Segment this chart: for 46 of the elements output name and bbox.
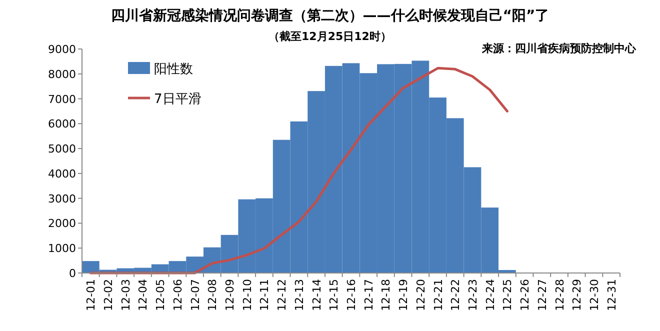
x-tick-label: 12-05 [154,279,168,311]
chart-subtitle: （截至12月25日12时） [268,30,392,43]
x-tick-label: 12-13 [292,279,306,311]
x-tick-label: 12-09 [224,279,237,311]
x-tick-label: 12-15 [328,279,341,311]
x-tick-label: 12-19 [397,279,410,311]
y-tick-label: 7000 [48,92,76,106]
x-tick-label: 12-03 [119,279,132,311]
x-tick-label: 12-01 [84,279,98,311]
y-tick-label: 0 [69,267,76,280]
x-tick-label: 12-12 [276,279,289,311]
x-tick-label: 12-02 [102,279,116,311]
y-tick-label: 1000 [48,242,76,256]
x-tick-label: 12-23 [466,279,480,311]
annotation: 来源：四川省疾病预防控制中心 [481,42,637,55]
y-tick-label: 8000 [48,68,76,81]
x-tick-label: 12-31 [605,279,618,311]
x-tick-label: 12-06 [171,279,184,311]
x-tick-label: 12-21 [432,279,445,311]
y-tick-label: 4000 [48,167,76,180]
x-tick-label: 12-26 [518,279,532,311]
x-tick-label: 12-10 [240,279,254,311]
legend-label: 7日平滑 [154,92,202,107]
x-tick-label: 12-14 [310,279,324,311]
x-tick-label: 12-29 [570,279,584,311]
x-tick-label: 12-25 [501,279,514,311]
x-tick-label: 12-28 [553,279,566,311]
x-tick-label: 12-04 [136,279,150,311]
chart-title: 四川省新冠感染情况问卷调查（第二次）——什么时候发现自己“阳”了 [110,7,550,24]
legend-label: 阳性数 [154,62,193,77]
x-tick-label: 12-27 [536,279,549,311]
y-tick-label: 6000 [48,118,76,131]
y-tick-label: 2000 [48,217,76,230]
x-tick-label: 12-24 [484,279,497,311]
x-tick-label: 12-22 [449,279,462,311]
x-tick-label: 12-07 [188,279,202,311]
y-tick-label: 3000 [48,192,76,206]
x-tick-label: 12-20 [414,279,428,311]
x-tick-label: 12-17 [362,279,376,311]
x-tick-label: 12-18 [380,279,393,311]
x-tick-label: 12-30 [588,279,601,311]
x-tick-label: 12-08 [206,279,220,311]
x-tick-label: 12-11 [258,279,272,311]
x-tick-label: 12-16 [345,279,358,311]
y-tick-label: 5000 [48,142,76,156]
y-tick-label: 9000 [48,43,76,56]
